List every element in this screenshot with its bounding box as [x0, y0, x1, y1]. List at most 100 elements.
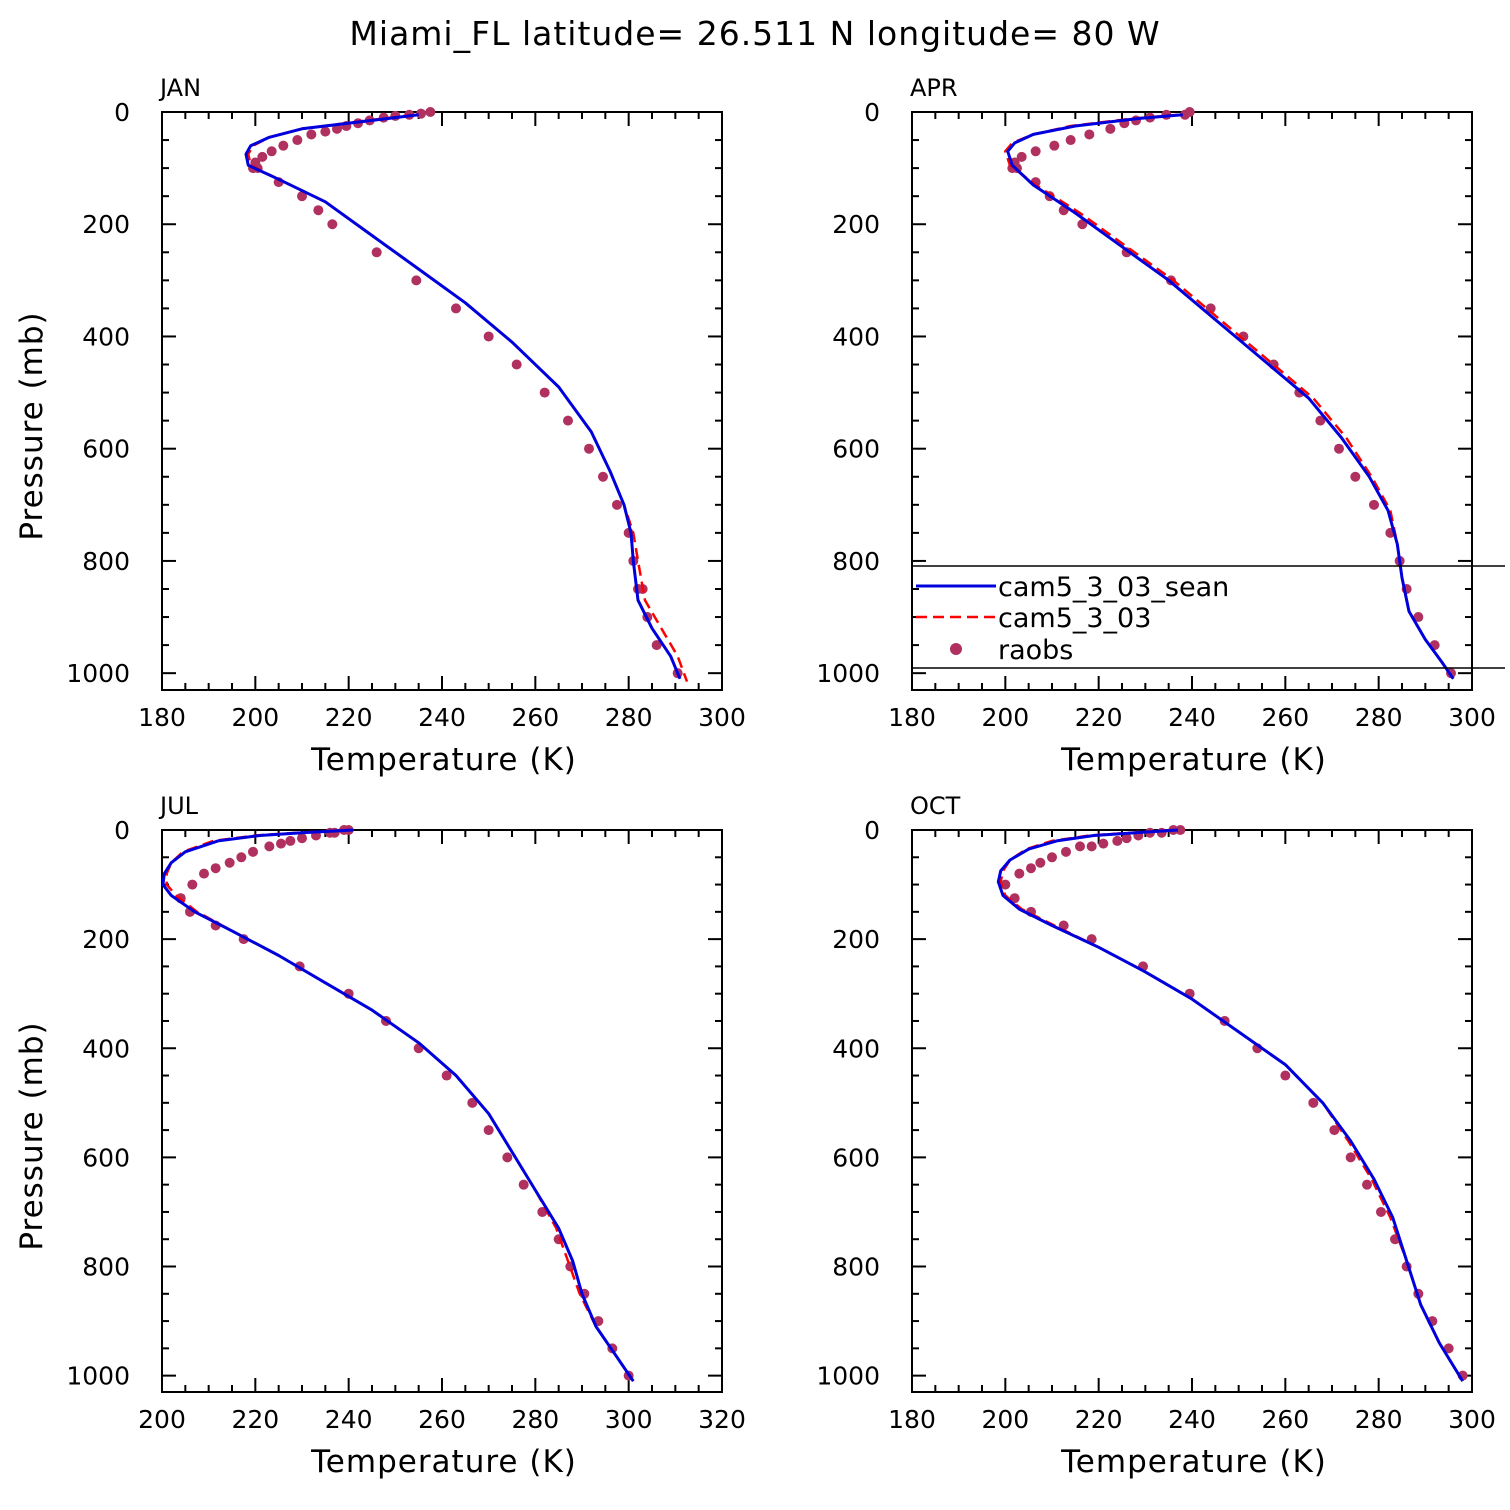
y-tick-label: 600 [82, 435, 130, 464]
x-tick-label: 260 [1261, 1405, 1309, 1434]
panel-jul: JUL 200 220 240 260 280 300 320 0 200 400 600 800 100… [14, 792, 746, 1480]
raobs-point [483, 1125, 494, 1136]
raobs-point [1030, 146, 1041, 157]
raobs-point [320, 126, 331, 137]
y-tick-label: 400 [82, 322, 130, 351]
x-tick-label: 220 [325, 703, 373, 732]
x-tick-label: 300 [605, 1405, 653, 1434]
y-tick-label: 200 [82, 925, 130, 954]
raobs-point [1098, 838, 1109, 849]
x-tick-label: 240 [1168, 1405, 1216, 1434]
raobs-point [1084, 129, 1095, 140]
raobs-point [276, 838, 286, 849]
panel-title: JUL [158, 792, 199, 820]
raobs-point [502, 1152, 513, 1163]
raobs-point [1362, 1179, 1372, 1190]
panels: JAN 180 200 220 240 260 280 300 0 200 400 600 800 100… [14, 74, 1496, 1480]
raobs-point [1061, 846, 1071, 857]
panel-apr: APR 180 200 220 240 260 280 300 0 200 400 600 800 100… [816, 74, 1495, 778]
raobs-point [264, 841, 275, 852]
raobs-point [1180, 109, 1190, 120]
y-tick-label: 1000 [66, 1362, 130, 1391]
y-tick-label: 200 [832, 925, 880, 954]
y-tick-label: 1000 [816, 1362, 880, 1391]
y-tick-label: 800 [82, 547, 130, 576]
raobs-point [1334, 443, 1344, 454]
plot-frame [161, 829, 723, 1393]
raobs-point [1014, 868, 1025, 879]
y-axis-title: Pressure (mb) [14, 311, 50, 540]
raobs-point [1443, 1343, 1454, 1354]
plot-frame [911, 111, 1473, 691]
raobs-point [199, 868, 209, 879]
legend-label: cam5_3_03_sean [998, 572, 1229, 603]
x-tick-label: 220 [1075, 703, 1123, 732]
raobs-point [1238, 331, 1249, 342]
raobs-point [266, 146, 277, 157]
x-tick-label: 200 [981, 1405, 1029, 1434]
x-tick-label: 280 [605, 703, 653, 732]
raobs-point [584, 443, 594, 454]
series-line-cam5-3-03-sean [996, 828, 1464, 1382]
x-tick-label: 200 [231, 703, 279, 732]
y-tick-label: 0 [864, 98, 880, 127]
raobs-point [1077, 219, 1088, 230]
raobs-point [651, 640, 662, 651]
raobs-point [425, 107, 436, 117]
x-tick-label: 240 [1168, 703, 1216, 732]
x-axis-title: Temperature (K) [310, 1444, 577, 1480]
raobs-point [1205, 303, 1216, 314]
series-raobs [248, 107, 683, 679]
y-tick-label: 800 [832, 1253, 880, 1282]
raobs-point [187, 879, 198, 890]
raobs-point [563, 415, 573, 426]
raobs-point [306, 129, 317, 140]
y-tick-label: 600 [832, 1143, 880, 1172]
raobs-point [518, 1179, 529, 1190]
raobs-point [467, 1097, 478, 1108]
legend-label: raobs [998, 635, 1073, 666]
raobs-point [1121, 833, 1132, 844]
raobs-point [257, 151, 268, 162]
y-tick-label: 600 [832, 435, 880, 464]
x-tick-label: 200 [138, 1405, 186, 1434]
raobs-point [1105, 123, 1116, 134]
y-tick-label: 1000 [816, 659, 880, 688]
plot-frame [911, 829, 1473, 1393]
raobs-point [483, 331, 494, 342]
x-tick-label: 240 [325, 1405, 373, 1434]
raobs-point [1086, 841, 1097, 852]
y-axis-title: Pressure (mb) [14, 1021, 50, 1250]
raobs-point [1035, 857, 1046, 868]
raobs-point [210, 863, 221, 874]
raobs-point [511, 359, 522, 370]
x-axis-title: Temperature (K) [310, 742, 577, 778]
raobs-point [451, 303, 461, 314]
x-tick-label: 220 [1075, 1405, 1123, 1434]
raobs-point [1000, 879, 1011, 890]
raobs-point [411, 275, 422, 286]
legend-swatch-raobs [950, 643, 962, 655]
x-tick-label: 180 [888, 1405, 936, 1434]
raobs-point [1112, 835, 1123, 846]
x-tick-label: 280 [1355, 703, 1403, 732]
raobs-point [1350, 471, 1361, 482]
raobs-point [1047, 852, 1057, 863]
y-tick-label: 600 [82, 1143, 130, 1172]
series-line-cam5-3-03 [999, 828, 1464, 1382]
raobs-point [313, 205, 324, 216]
raobs-point [297, 191, 307, 202]
raobs-point [1413, 612, 1424, 623]
x-tick-label: 320 [698, 1405, 746, 1434]
raobs-point [612, 499, 622, 510]
raobs-point [1369, 499, 1379, 510]
raobs-point [1026, 863, 1036, 874]
x-tick-label: 200 [981, 703, 1029, 732]
panel-title: OCT [910, 792, 961, 820]
raobs-point [371, 247, 382, 258]
series-line-cam5-3-03-sean [1006, 113, 1455, 680]
y-tick-label: 400 [832, 322, 880, 351]
x-tick-label: 280 [511, 1405, 559, 1434]
